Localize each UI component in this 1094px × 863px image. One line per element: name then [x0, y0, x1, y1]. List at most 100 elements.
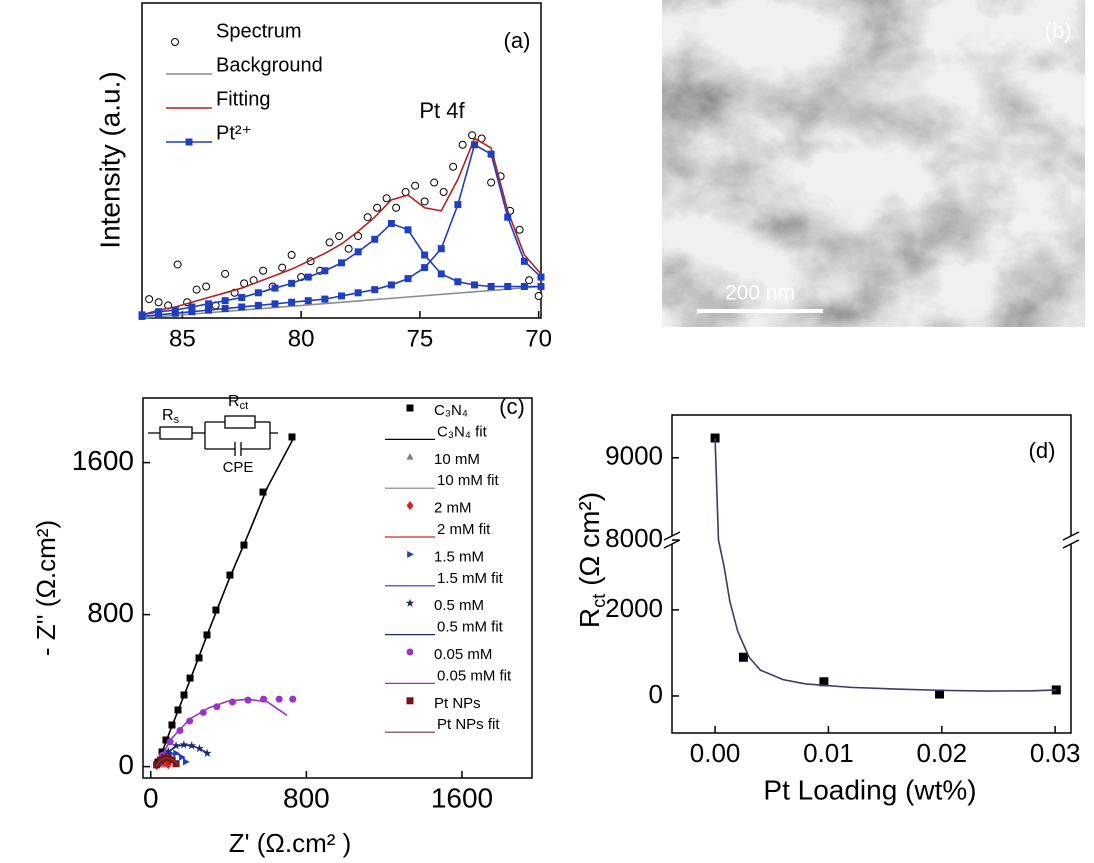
data-point — [205, 300, 212, 308]
data-point — [471, 281, 478, 289]
legend-label: 0.5 mM — [434, 597, 484, 614]
plot-frame — [142, 397, 533, 779]
data-point — [449, 162, 458, 171]
scale-bar-label: 200 nm — [725, 282, 795, 305]
legend-marker — [171, 38, 179, 46]
data-point — [738, 652, 748, 662]
data-point — [504, 213, 512, 221]
data-point — [254, 301, 262, 309]
data-point — [173, 260, 182, 269]
series-line — [141, 285, 542, 319]
data-point — [471, 141, 478, 149]
data-point — [278, 263, 287, 272]
axis-break-gap — [1063, 536, 1079, 544]
data-point — [354, 232, 363, 241]
data-point — [259, 488, 267, 496]
circuit — [148, 415, 278, 456]
data-point — [155, 311, 163, 319]
x-tick-label: 800 — [283, 782, 330, 813]
data-point — [271, 300, 279, 308]
legend-label: Fitting — [216, 88, 270, 110]
y-tick-label: 8000 — [605, 523, 663, 553]
data-point — [188, 303, 196, 311]
data-point — [212, 606, 220, 614]
legend-marker — [406, 697, 414, 705]
series-line — [714, 438, 1057, 692]
data-point — [454, 201, 462, 209]
data-point — [520, 257, 528, 265]
axis-break-mark — [663, 539, 681, 549]
circuit-label: Rct — [228, 393, 248, 412]
legend-label: Pt NPs fit — [437, 716, 500, 733]
y-axis-title: - Z'' (Ω.cm²) — [31, 520, 61, 656]
legend-label: C₃N₄ — [434, 402, 468, 419]
legend-marker — [406, 648, 414, 656]
data-point — [411, 181, 420, 190]
data-point — [171, 309, 179, 317]
legend-label: 2 mM fit — [437, 521, 491, 538]
series-line — [156, 744, 210, 768]
data-point — [138, 312, 146, 320]
data-point — [371, 235, 379, 243]
y-axis-title: Intensity (a.u.) — [94, 71, 125, 248]
plot-frame — [141, 2, 542, 319]
axis-break-mark — [663, 531, 681, 541]
data-point — [304, 273, 312, 281]
data-point — [454, 278, 462, 286]
y-tick-label: 0 — [649, 679, 663, 709]
data-point — [525, 276, 534, 285]
data-point — [221, 269, 230, 278]
data-point — [304, 297, 312, 305]
resistor — [224, 415, 256, 429]
legend-label: 1.5 mM — [434, 548, 484, 565]
sem-image — [662, 0, 1085, 327]
data-point — [238, 294, 246, 302]
data-point — [468, 131, 477, 140]
legend-label: 10 mM — [434, 451, 480, 468]
data-point — [202, 282, 211, 291]
data-point — [487, 283, 495, 290]
series-line — [155, 435, 296, 767]
data-point — [188, 308, 196, 316]
data-point — [487, 150, 495, 158]
data-point — [259, 266, 268, 275]
y-tick-label: 1600 — [72, 445, 134, 476]
circuit-label: Rs — [162, 407, 180, 426]
data-point — [221, 305, 229, 313]
label-subscript: ct — [240, 400, 249, 412]
data-point — [421, 251, 429, 259]
data-point — [186, 717, 194, 725]
y-tick-label: 9000 — [605, 441, 663, 471]
data-point — [226, 571, 234, 579]
data-point — [458, 140, 467, 149]
data-point — [238, 303, 246, 311]
data-point — [325, 238, 334, 247]
panel-label: (b) — [1045, 18, 1072, 43]
y-tick-label: 2000 — [605, 593, 663, 623]
legend-label: 0.5 mM fit — [437, 619, 504, 636]
data-point — [819, 677, 829, 687]
data-point — [487, 178, 496, 187]
data-point — [373, 203, 382, 212]
legend-marker — [406, 404, 414, 412]
x-tick-label: 75 — [407, 325, 434, 352]
data-point — [363, 213, 372, 222]
data-point — [537, 283, 545, 290]
y-axis-title-part: (Ω cm²) — [574, 492, 605, 594]
data-point — [387, 220, 395, 227]
y-tick-label: 800 — [87, 597, 134, 628]
data-point — [205, 306, 212, 314]
data-point — [382, 194, 391, 203]
axis-break-mark — [1062, 539, 1080, 549]
data-point — [254, 289, 262, 297]
x-tick-label: 0.02 — [916, 738, 967, 768]
legend-marker — [407, 550, 414, 558]
data-point — [404, 275, 412, 283]
data-point — [228, 698, 236, 706]
legend-label: 1.5 mM fit — [437, 570, 504, 587]
data-point — [439, 188, 448, 196]
x-tick-label: 70 — [525, 325, 552, 352]
data-point — [244, 696, 252, 704]
